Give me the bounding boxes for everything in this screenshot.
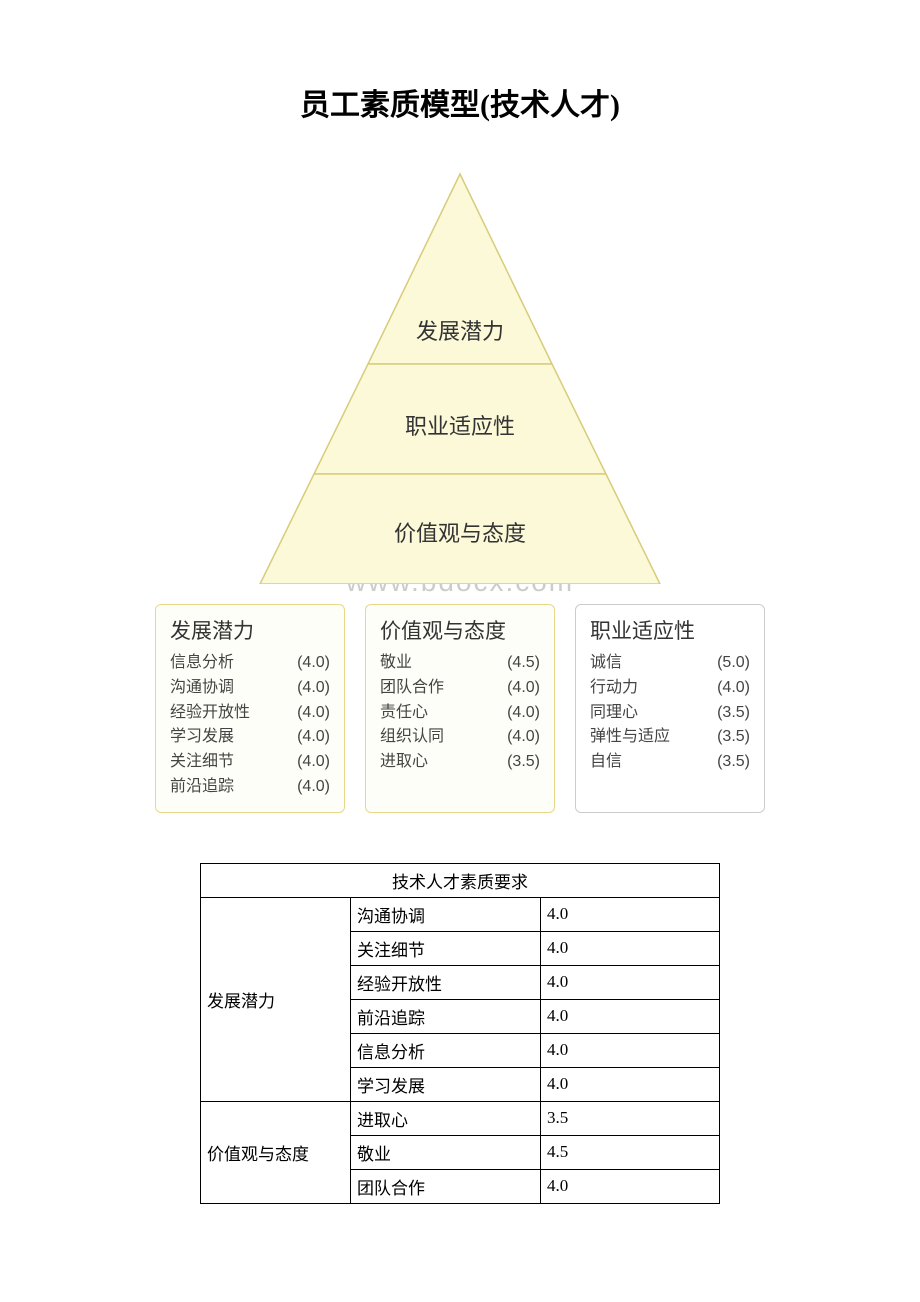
item-label: 团队合作 [380,676,444,701]
item-score: (4.0) [499,701,540,726]
item-label: 学习发展 [170,725,234,750]
item-score: (3.5) [709,725,750,750]
item-score: (3.5) [499,750,540,775]
item-label: 自信 [590,750,622,775]
pyramid-diagram: 发展潜力 职业适应性 价值观与态度 [160,164,760,584]
table-header: 技术人才素质要求 [201,863,720,897]
item-score: (4.0) [709,676,750,701]
competency-card: 职业适应性诚信(5.0)行动力(4.0)同理心(3.5)弹性与适应(3.5)自信… [575,604,765,813]
competency-card: 发展潜力信息分析 (4.0) 沟通协调 (4.0) 经验开放性 (4.0) 学习发展 (4.0… [155,604,345,813]
list-item: 关注细节 (4.0) [170,750,330,775]
pyramid-label-bottom: 价值观与态度 [160,516,760,548]
table-score-cell: 4.0 [541,1067,720,1101]
item-label: 诚信 [590,651,622,676]
list-item: 进取心 (3.5) [380,750,540,775]
list-item: 前沿追踪 (4.0) [170,775,330,800]
table-label-cell: 信息分析 [351,1033,541,1067]
item-label: 进取心 [380,750,428,775]
item-score: (4.0) [289,775,330,800]
item-score: (4.0) [499,725,540,750]
table-score-cell: 4.0 [541,965,720,999]
table-label-cell: 前沿追踪 [351,999,541,1033]
table-group-cell: 发展潜力 [201,897,351,1101]
table-label-cell: 敬业 [351,1135,541,1169]
item-label: 组织认同 [380,725,444,750]
table-score-cell: 4.0 [541,999,720,1033]
table-score-cell: 4.0 [541,931,720,965]
page-title: 员工素质模型(技术人才) [40,80,880,124]
list-item: 敬业 (4.5) [380,651,540,676]
table-score-cell: 4.0 [541,1169,720,1203]
item-label: 信息分析 [170,651,234,676]
card-list: 信息分析(4.0)沟通协调(4.0)经验开放性(4.0)学习发展(4.0)关注细… [170,651,330,800]
list-item: 组织认同 (4.0) [380,725,540,750]
item-score: (5.0) [709,651,750,676]
item-label: 沟通协调 [170,676,234,701]
item-label: 关注细节 [170,750,234,775]
list-item: 团队合作 (4.0) [380,676,540,701]
table-group-cell: 价值观与态度 [201,1101,351,1203]
cards-row: 发展潜力信息分析 (4.0) 沟通协调 (4.0) 经验开放性 (4.0) 学习发展 (4.0… [40,604,880,813]
item-label: 敬业 [380,651,412,676]
table-label-cell: 进取心 [351,1101,541,1135]
item-label: 经验开放性 [170,701,250,726]
table-row: 发展潜力沟通协调4.0 [201,897,720,931]
table-label-cell: 学习发展 [351,1067,541,1101]
item-label: 行动力 [590,676,638,701]
requirements-table: 技术人才素质要求 发展潜力沟通协调4.0关注细节4.0经验开放性4.0前沿追踪4… [200,863,720,1204]
list-item: 沟通协调 (4.0) [170,676,330,701]
table-score-cell: 4.0 [541,1033,720,1067]
item-score: (4.0) [289,701,330,726]
table-label-cell: 沟通协调 [351,897,541,931]
item-score: (4.0) [289,750,330,775]
item-score: (4.5) [499,651,540,676]
item-label: 前沿追踪 [170,775,234,800]
list-item: 诚信 (5.0) [590,651,750,676]
card-title: 职业适应性 [590,615,750,645]
item-label: 责任心 [380,701,428,726]
list-item: 自信 (3.5) [590,750,750,775]
item-label: 同理心 [590,701,638,726]
item-score: (4.0) [289,676,330,701]
table-row: 价值观与态度进取心3.5 [201,1101,720,1135]
list-item: 弹性与适应 (3.5) [590,725,750,750]
table-score-cell: 4.5 [541,1135,720,1169]
item-score: (3.5) [709,750,750,775]
table-label-cell: 关注细节 [351,931,541,965]
item-score: (4.0) [289,725,330,750]
list-item: 行动力 (4.0) [590,676,750,701]
card-list: 诚信 (5.0) 行动力 (4.0) 同理心 (3.5) 弹性与适应 (3.5) 自信 (3.5) [590,651,750,775]
item-score: (4.0) [499,676,540,701]
list-item: 信息分析 (4.0) [170,651,330,676]
table-score-cell: 4.0 [541,897,720,931]
competency-card: 价值观与态度敬业(4.5)团队合作(4.0)责任心(4.0)组织认同(4.0)进… [365,604,555,813]
table-label-cell: 团队合作 [351,1169,541,1203]
pyramid-label-top: 发展潜力 [160,314,760,346]
list-item: 学习发展 (4.0) [170,725,330,750]
item-label: 弹性与适应 [590,725,670,750]
item-score: (4.0) [289,651,330,676]
card-title: 发展潜力 [170,615,330,645]
table-score-cell: 3.5 [541,1101,720,1135]
item-score: (3.5) [709,701,750,726]
table-label-cell: 经验开放性 [351,965,541,999]
list-item: 同理心 (3.5) [590,701,750,726]
card-title: 价值观与态度 [380,615,540,645]
list-item: 责任心 (4.0) [380,701,540,726]
pyramid-label-middle: 职业适应性 [160,409,760,441]
card-list: 敬业 (4.5) 团队合作 (4.0) 责任心 (4.0) 组织认同 (4.0) 进取心 (3.5… [380,651,540,775]
list-item: 经验开放性 (4.0) [170,701,330,726]
